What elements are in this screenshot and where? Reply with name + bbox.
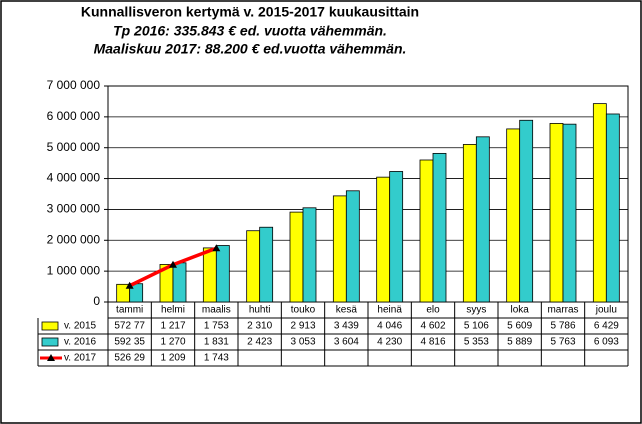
x-tick-label: maalis xyxy=(202,305,231,316)
bar xyxy=(302,207,317,303)
legend-label: v. 2016 xyxy=(64,337,96,348)
bar xyxy=(432,152,447,303)
bar xyxy=(345,190,360,303)
bar xyxy=(215,245,230,303)
data-label: 1 743 xyxy=(204,353,229,364)
bar xyxy=(549,123,564,303)
bar xyxy=(332,195,347,303)
x-tick-label: tammi xyxy=(116,305,143,316)
x-tick-label: loka xyxy=(510,305,529,316)
bar xyxy=(259,226,274,303)
x-tick-label: helmi xyxy=(161,305,185,316)
data-label: 1 209 xyxy=(160,353,185,364)
bar xyxy=(419,159,434,303)
data-label: 3 604 xyxy=(334,337,359,348)
legend-key xyxy=(41,337,59,347)
x-tick-label: joulu xyxy=(595,305,617,316)
bar xyxy=(202,247,217,303)
data-label: 592 35 xyxy=(114,337,145,348)
bar xyxy=(562,123,577,303)
data-label: 5 106 xyxy=(464,321,489,332)
marker xyxy=(212,244,221,252)
plot-area xyxy=(107,85,629,303)
y-tick-label: 4 000 000 xyxy=(47,171,101,185)
data-label: 2 913 xyxy=(290,321,315,332)
data-label: 2 310 xyxy=(247,321,272,332)
x-tick-label: touko xyxy=(291,305,316,316)
data-label: 1 753 xyxy=(204,321,229,332)
y-tick-label: 1 000 000 xyxy=(47,263,101,277)
x-tick-label: kesä xyxy=(336,305,358,316)
data-label: 5 889 xyxy=(507,337,532,348)
data-label: 526 29 xyxy=(114,353,145,364)
data-label: 4 816 xyxy=(420,337,445,348)
y-tick-label: 5 000 000 xyxy=(47,140,101,154)
legend-key xyxy=(47,354,55,361)
bar xyxy=(462,144,477,303)
marker xyxy=(125,281,134,289)
data-label: 572 77 xyxy=(114,321,145,332)
bar xyxy=(519,119,534,303)
subtitle: Tp 2016: 335.843 € ed. vuotta vähemmän. xyxy=(113,23,387,39)
bar xyxy=(475,136,490,303)
chart-title: Kunnallisveron kertymä v. 2015-2017 kuuk… xyxy=(81,4,419,20)
x-tick-label: heinä xyxy=(377,305,402,316)
data-label: 1 831 xyxy=(204,337,229,348)
y-tick-label: 7 000 000 xyxy=(47,78,101,92)
data-label: 5 609 xyxy=(507,321,532,332)
x-tick-label: elo xyxy=(426,305,440,316)
data-label: 4 046 xyxy=(377,321,402,332)
legend-label: v. 2015 xyxy=(64,321,96,332)
marker xyxy=(169,260,177,268)
bar xyxy=(605,113,620,303)
data-label: 6 429 xyxy=(594,321,619,332)
x-tick-label: marras xyxy=(547,305,578,316)
legend-key xyxy=(41,321,59,331)
data-label: 1 270 xyxy=(160,337,185,348)
subtitle: Maaliskuu 2017: 88.200 € ed.vuotta vähem… xyxy=(94,41,407,57)
data-label: 3 053 xyxy=(290,337,315,348)
y-tick-label: 6 000 000 xyxy=(47,109,101,123)
data-label: 6 093 xyxy=(594,337,619,348)
data-label: 1 217 xyxy=(160,321,185,332)
legend-label: v. 2017 xyxy=(64,353,96,364)
data-label: 3 439 xyxy=(334,321,359,332)
y-tick-label: 0 xyxy=(93,294,100,308)
bar xyxy=(289,211,304,303)
bar xyxy=(376,176,391,303)
bar xyxy=(172,262,187,303)
x-tick-label: huhti xyxy=(249,305,271,316)
bar xyxy=(592,103,607,303)
data-label: 2 423 xyxy=(247,337,272,348)
bar xyxy=(389,171,404,303)
y-tick-label: 3 000 000 xyxy=(47,202,101,216)
data-label: 4 602 xyxy=(420,321,445,332)
x-tick-label: syys xyxy=(466,305,486,316)
data-label: 5 763 xyxy=(550,337,575,348)
data-label: 5 786 xyxy=(550,321,575,332)
bar xyxy=(246,230,261,303)
data-label: 4 230 xyxy=(377,337,402,348)
bar xyxy=(506,128,521,303)
y-tick-label: 2 000 000 xyxy=(47,232,101,246)
data-label: 5 353 xyxy=(464,337,489,348)
